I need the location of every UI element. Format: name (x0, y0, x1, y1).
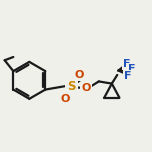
Text: O: O (81, 83, 90, 93)
Text: S: S (67, 80, 76, 93)
Text: F: F (128, 64, 135, 74)
Text: O: O (75, 70, 84, 80)
Text: F: F (123, 59, 131, 69)
Text: O: O (60, 94, 70, 104)
Text: F: F (124, 71, 132, 81)
